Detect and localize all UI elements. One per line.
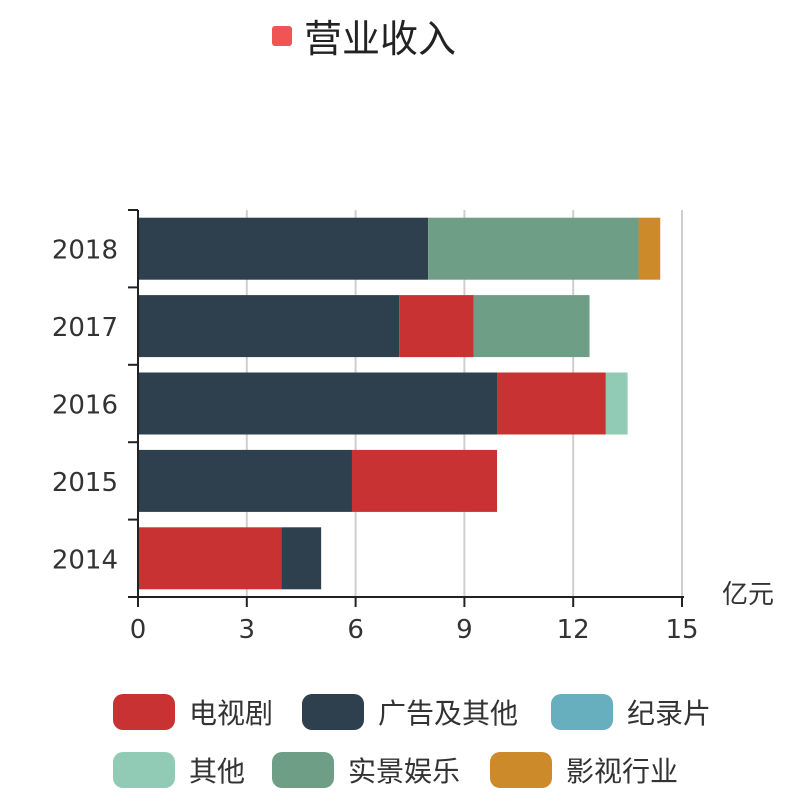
x-tick-label: 12 [557,615,590,645]
y-tick-label: 2015 [52,468,118,498]
bar-segment [138,295,400,358]
y-tick-label: 2016 [52,391,118,421]
x-tick-label: 0 [130,615,147,645]
y-tick-label: 2014 [52,545,118,575]
bar-segment [138,527,282,590]
x-tick-label: 3 [239,615,256,645]
bar-segment [473,295,590,358]
x-axis-label: 亿元 [722,580,774,610]
bar-segment [138,217,429,280]
y-tick-labels: 2014 2015 2016 2017 2018 [52,236,118,576]
x-tick-label: 15 [665,615,698,645]
x-tick-labels: 0 3 6 9 12 15 [130,615,699,645]
bar-segment [638,217,661,280]
bar-segment [497,372,606,435]
bar-segment [351,449,498,512]
bar-segment [399,295,474,358]
bars [138,217,661,590]
title-legend-label: 营业收入 [304,17,457,61]
bar-segment [281,527,322,590]
chart-title-legend: 营业收入 [272,8,456,63]
axes [128,209,684,607]
y-tick-label: 2017 [52,313,118,343]
x-tick-label: 6 [347,615,364,645]
bar-segment [138,449,352,512]
x-tick-label: 9 [456,615,473,645]
bar-segment [605,372,628,435]
title-legend-swatch [272,25,292,46]
bar-segment [428,217,639,280]
bar-segment [138,372,498,435]
y-tick-label: 2018 [52,236,118,266]
